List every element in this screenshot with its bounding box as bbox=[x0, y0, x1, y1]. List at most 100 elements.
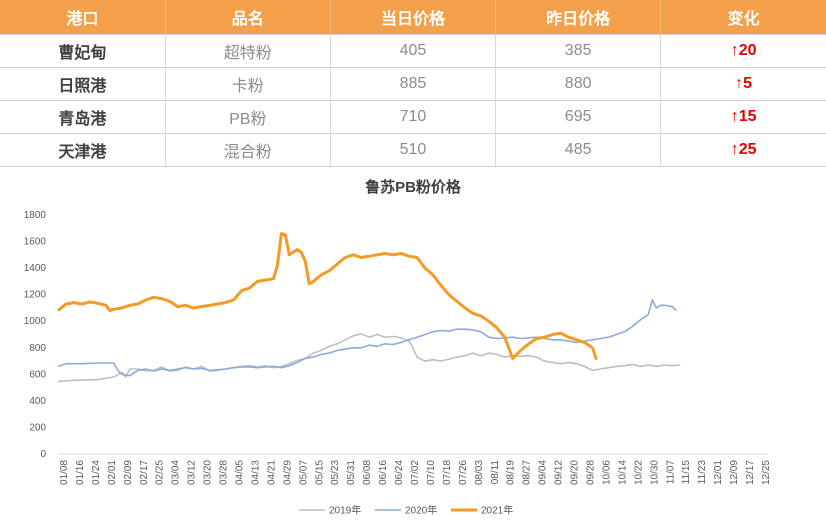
plot-area bbox=[57, 232, 681, 383]
x-tick-label: 08/27 bbox=[522, 460, 533, 485]
x-tick-label: 03/12 bbox=[187, 460, 198, 485]
x-tick-label: 02/25 bbox=[155, 460, 166, 485]
today-price-cell: 885 bbox=[330, 67, 497, 101]
arrow-up-icon: ↑ bbox=[730, 108, 739, 125]
x-tick-label: 06/16 bbox=[378, 460, 389, 485]
price-table: 港口 品名 当日价格 昨日价格 变化 曹妃甸 超特粉 405 385 ↑20 日… bbox=[0, 0, 826, 166]
y-tick-label: 800 bbox=[29, 343, 46, 354]
change-value: 25 bbox=[738, 141, 757, 158]
x-tick-label: 07/18 bbox=[442, 460, 453, 485]
today-price-cell: 510 bbox=[330, 133, 497, 166]
x-tick-label: 10/30 bbox=[649, 460, 660, 485]
today-price-cell: 710 bbox=[330, 100, 497, 134]
x-tick-label: 09/20 bbox=[570, 460, 581, 485]
port-cell: 曹妃甸 bbox=[0, 34, 166, 68]
x-tick-label: 01/08 bbox=[59, 460, 70, 485]
change-value: 5 bbox=[743, 75, 753, 92]
y-tick-label: 1800 bbox=[24, 210, 47, 221]
product-cell: 卡粉 bbox=[165, 67, 331, 101]
port-cell: 青岛港 bbox=[0, 100, 166, 134]
y-tick-label: 1600 bbox=[24, 237, 47, 248]
x-tick-label: 02/09 bbox=[123, 460, 134, 485]
table-row: 天津港 混合粉 510 485 ↑25 bbox=[0, 133, 826, 166]
product-cell: PB粉 bbox=[165, 100, 331, 134]
legend: 2019年 2020年 2021年 bbox=[299, 504, 513, 517]
x-tick-label: 05/23 bbox=[330, 460, 341, 485]
x-tick-label: 12/17 bbox=[745, 460, 756, 485]
y-tick-label: 600 bbox=[29, 369, 46, 380]
port-cell: 日照港 bbox=[0, 67, 166, 101]
product-cell: 混合粉 bbox=[165, 133, 331, 166]
change-cell: ↑25 bbox=[660, 133, 826, 166]
table-row: 日照港 卡粉 885 880 ↑5 bbox=[0, 67, 826, 101]
change-cell: ↑20 bbox=[660, 34, 826, 68]
y-tick-label: 200 bbox=[29, 422, 46, 433]
x-tick-label: 10/06 bbox=[601, 460, 612, 485]
change-value: 20 bbox=[738, 42, 757, 59]
price-line-chart: 鲁苏PB粉价格 0 200 400 600 800 1000 1200 1400 1600 180… bbox=[24, 178, 772, 517]
x-tick-label: 09/12 bbox=[554, 460, 565, 485]
today-price-cell: 405 bbox=[330, 34, 497, 68]
y-tick-label: 400 bbox=[29, 396, 46, 407]
x-tick-label: 08/11 bbox=[490, 460, 501, 485]
y-tick-label: 0 bbox=[40, 449, 46, 460]
x-tick-label: 07/26 bbox=[458, 460, 469, 485]
x-tick-label: 11/07 bbox=[665, 460, 676, 485]
x-tick-label: 04/29 bbox=[282, 460, 293, 485]
x-tick-label: 09/28 bbox=[586, 460, 597, 485]
x-tick-label: 10/22 bbox=[633, 460, 644, 485]
header-port: 港口 bbox=[0, 0, 166, 35]
yesterday-price-cell: 385 bbox=[495, 34, 662, 68]
x-tick-label: 02/01 bbox=[107, 460, 118, 485]
change-cell: ↑5 bbox=[660, 67, 826, 101]
x-tick-label: 08/19 bbox=[506, 460, 517, 485]
x-tick-label: 04/21 bbox=[266, 460, 277, 485]
y-axis: 0 200 400 600 800 1000 1200 1400 1600 1800 bbox=[24, 210, 47, 460]
x-tick-label: 07/02 bbox=[410, 460, 421, 485]
chart-title: 鲁苏PB粉价格 bbox=[365, 178, 462, 196]
header-change: 变化 bbox=[660, 0, 826, 35]
x-tick-label: 09/04 bbox=[538, 460, 549, 485]
series-line-1 bbox=[57, 299, 677, 377]
x-tick-label: 04/13 bbox=[250, 460, 261, 485]
x-tick-label: 02/17 bbox=[139, 460, 150, 485]
y-tick-label: 1000 bbox=[24, 316, 47, 327]
yesterday-price-cell: 485 bbox=[495, 133, 662, 166]
legend-label: 2020年 bbox=[405, 504, 437, 517]
x-tick-label: 03/28 bbox=[219, 460, 230, 485]
x-tick-label: 04/05 bbox=[235, 460, 246, 485]
x-tick-label: 01/16 bbox=[75, 460, 86, 485]
header-product: 品名 bbox=[165, 0, 331, 35]
table-row: 青岛港 PB粉 710 695 ↑15 bbox=[0, 100, 826, 134]
x-tick-label: 03/20 bbox=[203, 460, 214, 485]
x-tick-label: 05/07 bbox=[298, 460, 309, 485]
x-tick-label: 06/08 bbox=[362, 460, 373, 485]
header-yesterday-price: 昨日价格 bbox=[495, 0, 662, 35]
x-tick-label: 12/09 bbox=[729, 460, 740, 485]
legend-label: 2019年 bbox=[329, 504, 361, 517]
header-today-price: 当日价格 bbox=[330, 0, 497, 35]
x-tick-label: 12/01 bbox=[713, 460, 724, 485]
change-value: 15 bbox=[738, 108, 757, 125]
x-tick-label: 05/15 bbox=[314, 460, 325, 485]
table-bottom-divider bbox=[0, 166, 826, 167]
change-cell: ↑15 bbox=[660, 100, 826, 134]
table-row: 曹妃甸 超特粉 405 385 ↑20 bbox=[0, 34, 826, 68]
yesterday-price-cell: 695 bbox=[495, 100, 662, 134]
arrow-up-icon: ↑ bbox=[735, 75, 744, 92]
x-tick-label: 08/03 bbox=[474, 460, 485, 485]
port-cell: 天津港 bbox=[0, 133, 166, 166]
x-tick-label: 11/23 bbox=[697, 460, 708, 485]
series-line-2 bbox=[57, 232, 598, 361]
x-axis: 01/08 01/16 01/24 02/01 02/09 02/17 02/25 03/04… bbox=[58, 453, 772, 485]
arrow-up-icon: ↑ bbox=[730, 42, 739, 59]
product-cell: 超特粉 bbox=[165, 34, 331, 68]
x-tick-label: 12/25 bbox=[761, 460, 772, 485]
x-tick-label: 06/24 bbox=[394, 460, 405, 485]
x-tick-label: 05/31 bbox=[346, 460, 357, 485]
arrow-up-icon: ↑ bbox=[730, 141, 739, 158]
x-tick-label: 10/14 bbox=[617, 460, 628, 485]
y-tick-label: 1200 bbox=[24, 290, 47, 301]
table-header-row: 港口 品名 当日价格 昨日价格 变化 bbox=[0, 0, 826, 35]
x-tick-label: 03/04 bbox=[171, 460, 182, 485]
